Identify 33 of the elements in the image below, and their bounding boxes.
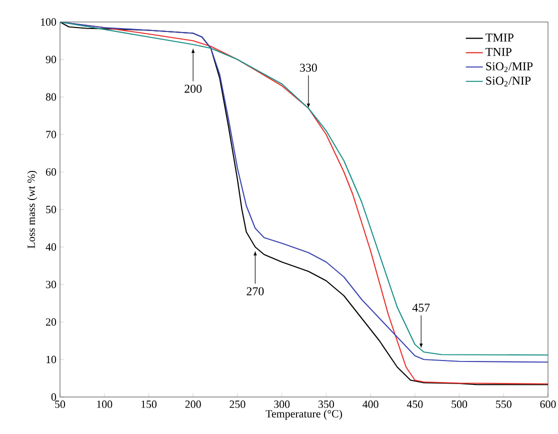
x-tick-label: 250 bbox=[230, 400, 246, 408]
y-tick-label: 0 bbox=[51, 393, 56, 401]
y-tick-label: 90 bbox=[46, 56, 56, 64]
annotation: 200 bbox=[184, 84, 202, 93]
y-tick-label: 20 bbox=[46, 318, 56, 326]
x-tick-label: 500 bbox=[452, 400, 468, 408]
y-tick-label: 100 bbox=[41, 18, 56, 26]
annotation: 457 bbox=[412, 304, 430, 312]
x-tick-label: 50 bbox=[55, 400, 66, 408]
legend-label: TNIP bbox=[486, 48, 512, 56]
x-tick-label: 550 bbox=[496, 400, 512, 408]
y-axis-title: Loss mass (wt %) bbox=[27, 170, 38, 248]
x-tick-label: 400 bbox=[362, 400, 378, 408]
y-tick-label: 30 bbox=[46, 280, 56, 288]
x-tick-label: 450 bbox=[406, 400, 423, 408]
legend-label: TMIP bbox=[486, 34, 514, 42]
y-tick-label: 50 bbox=[46, 206, 56, 214]
y-tick-label: 70 bbox=[46, 130, 56, 138]
annotation: 330 bbox=[300, 64, 317, 72]
x-tick-label: 600 bbox=[540, 400, 556, 408]
x-axis-title: Temperature (°C) bbox=[266, 410, 342, 420]
x-tick-label: 300 bbox=[274, 400, 290, 408]
y-tick-label: 60 bbox=[46, 168, 56, 176]
legend-label: SiO$_{2}$/MIP bbox=[486, 62, 533, 72]
x-tick-label: 200 bbox=[185, 400, 201, 408]
annotation: 270 bbox=[246, 287, 264, 296]
x-tick-label: 150 bbox=[141, 400, 157, 408]
x-tick-label: 100 bbox=[97, 400, 112, 408]
x-tick-label: 350 bbox=[318, 400, 334, 408]
y-tick-label: 10 bbox=[46, 356, 56, 364]
y-tick-label: 40 bbox=[46, 243, 56, 251]
legend-label: SiO$_{2}$/NIP bbox=[486, 76, 531, 86]
y-tick-label: 80 bbox=[46, 93, 56, 101]
